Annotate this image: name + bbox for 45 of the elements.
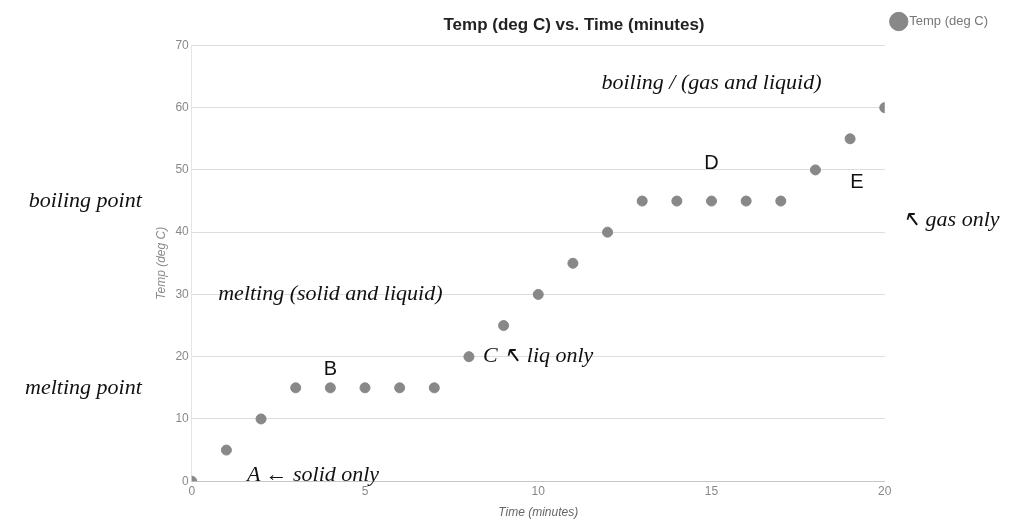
point — [255, 413, 267, 425]
y-axis-title: Temp (deg C) — [153, 226, 168, 300]
y-tick-label: 30 — [175, 286, 190, 301]
x-tick-label: 15 — [704, 483, 719, 498]
point — [220, 444, 232, 456]
point — [809, 164, 821, 176]
point — [532, 288, 544, 300]
text: boiling point — [28, 186, 143, 212]
point — [324, 382, 336, 394]
annotation: melting (solid and liquid) — [218, 280, 443, 306]
y-tick-label: 60 — [175, 99, 190, 114]
x-tick-label: 10 — [531, 483, 546, 498]
annotation: boiling / (gas and liquid) — [601, 68, 822, 94]
y-tick-label: 0 — [182, 473, 190, 488]
point — [428, 382, 440, 394]
point — [706, 195, 717, 207]
point — [498, 320, 510, 332]
legend-label: Temp (deg C) — [909, 13, 988, 29]
point — [359, 382, 371, 394]
y-tick-label: 70 — [175, 37, 190, 52]
point — [602, 226, 614, 238]
y-tick-label: 40 — [175, 224, 190, 239]
point — [290, 382, 302, 394]
point — [394, 382, 406, 394]
annotation: E — [850, 169, 864, 192]
point — [636, 195, 648, 207]
point — [463, 351, 475, 363]
annotation: A ← solid only — [244, 460, 380, 486]
annotation: D — [704, 151, 719, 174]
point — [844, 133, 856, 145]
annotation: C ↖ liq only — [483, 342, 594, 368]
x-axis-title: Time (minutes) — [498, 505, 579, 520]
annotation: B — [323, 356, 338, 379]
y-tick-label: 10 — [175, 411, 190, 426]
x-tick-label: 5 — [361, 483, 369, 498]
chart-title: Temp (deg C) vs. Time (minutes) — [443, 14, 705, 34]
y-tick-label: 50 — [175, 162, 190, 177]
point — [567, 257, 579, 269]
point — [740, 195, 752, 207]
y-tick-label: 20 — [175, 349, 190, 363]
point — [775, 195, 787, 207]
text: melting point — [25, 373, 143, 399]
point — [671, 195, 683, 207]
x-tick-label: 20 — [878, 483, 892, 498]
text: ↖ gas only — [902, 205, 1000, 231]
